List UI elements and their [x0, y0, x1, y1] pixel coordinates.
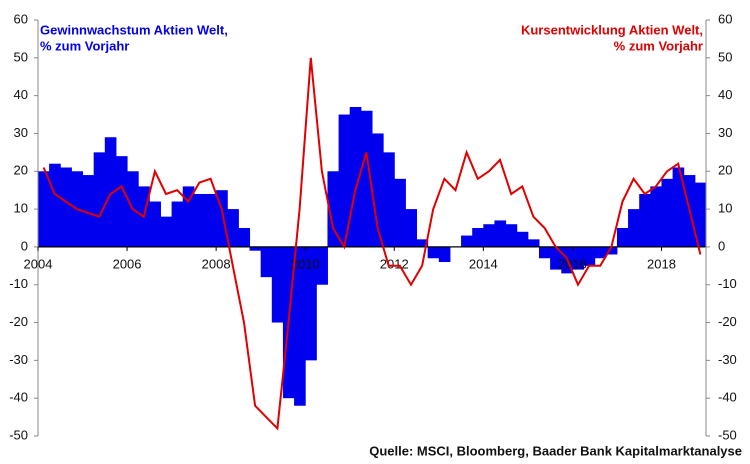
bar: [616, 228, 629, 247]
x-tick-label: 2008: [202, 256, 231, 271]
bar: [661, 178, 674, 247]
bar: [38, 171, 50, 247]
bar: [527, 239, 540, 247]
bar: [650, 186, 662, 247]
y2-tick-label: 40: [718, 87, 732, 102]
y2-tick-label: 20: [718, 163, 732, 178]
bar: [372, 133, 384, 247]
y2-tick-label: 50: [718, 49, 732, 64]
legend-right-unit: % zum Vorjahr: [614, 38, 703, 53]
x-tick-label: 2016: [558, 256, 587, 271]
bar: [461, 235, 473, 247]
bar: [216, 190, 228, 247]
bar: [160, 216, 173, 247]
bar: [594, 246, 607, 259]
bar: [115, 156, 128, 247]
bar: [539, 246, 551, 259]
y-tick-label: 0: [21, 238, 28, 253]
bar: [49, 163, 61, 247]
x-tick-label: 2018: [647, 256, 676, 271]
y-tick-label: 30: [14, 125, 28, 140]
plot: [38, 106, 707, 406]
bar: [472, 228, 484, 247]
bar: [104, 137, 117, 247]
y-tick-label: 40: [14, 87, 28, 102]
bar: [260, 246, 273, 278]
y-tick-label: 10: [14, 201, 28, 216]
bar: [405, 209, 418, 247]
bar: [394, 178, 406, 247]
bar: [639, 193, 651, 247]
bar: [505, 224, 518, 247]
bar: [249, 246, 262, 251]
legend-left: Gewinnwachstum Aktien Welt,: [40, 22, 228, 37]
y-tick-label: 20: [14, 163, 28, 178]
bar: [60, 167, 72, 247]
y-tick-label: -50: [9, 427, 28, 442]
bar: [93, 152, 106, 247]
bar: [271, 246, 284, 323]
bar: [672, 167, 685, 247]
bar: [193, 193, 206, 247]
x-tick-label: 2014: [469, 256, 498, 271]
bar: [605, 246, 618, 255]
bar: [305, 246, 317, 361]
y2-tick-label: 60: [718, 11, 732, 26]
bar: [349, 106, 362, 247]
bar: [327, 171, 340, 247]
y2-tick-label: 10: [718, 201, 732, 216]
bar: [416, 239, 429, 247]
y2-tick-label: 0: [718, 238, 725, 253]
y2-tick-label: -50: [718, 427, 737, 442]
bar: [427, 246, 440, 259]
bar: [338, 114, 351, 247]
bar: [205, 193, 217, 247]
y-tick-label: 50: [14, 49, 28, 64]
x-tick-label: 2006: [113, 256, 142, 271]
line: [42, 57, 702, 431]
bar: [494, 220, 507, 247]
bar: [316, 246, 328, 285]
y-tick-label: -10: [9, 276, 28, 291]
source: Quelle: MSCI, Bloomberg, Baader Bank Kap…: [369, 443, 742, 458]
y2-tick-label: -40: [718, 390, 737, 405]
y-tick-label: -30: [9, 352, 28, 367]
bar: [516, 231, 529, 247]
y2-tick-label: 30: [718, 125, 732, 140]
bar: [628, 209, 640, 247]
bar: [383, 152, 395, 247]
bar: [360, 110, 373, 247]
bar: [182, 186, 195, 247]
bar: [227, 209, 239, 247]
y2-tick-label: -10: [718, 276, 737, 291]
legend-right: Kursentwicklung Aktien Welt,: [521, 22, 703, 37]
y2-tick-label: -30: [718, 352, 737, 367]
bar: [149, 201, 161, 247]
bar: [583, 246, 596, 266]
bar: [82, 175, 95, 247]
bar: [438, 246, 451, 263]
bar: [550, 246, 562, 270]
y-tick-label: 60: [14, 11, 28, 26]
bar: [483, 224, 495, 247]
bar: [171, 201, 184, 247]
bar: [238, 228, 251, 247]
x-tick-label: 2004: [24, 256, 53, 271]
y2-tick-label: -20: [718, 314, 737, 329]
bar: [572, 246, 585, 270]
x-tick-label: 2012: [380, 256, 409, 271]
y-tick-label: -20: [9, 314, 28, 329]
bar: [294, 246, 306, 406]
y-tick-label: -40: [9, 390, 28, 405]
legend-left-unit: % zum Vorjahr: [40, 38, 129, 53]
x-tick-label: 2010: [291, 256, 320, 271]
bar: [694, 182, 707, 247]
